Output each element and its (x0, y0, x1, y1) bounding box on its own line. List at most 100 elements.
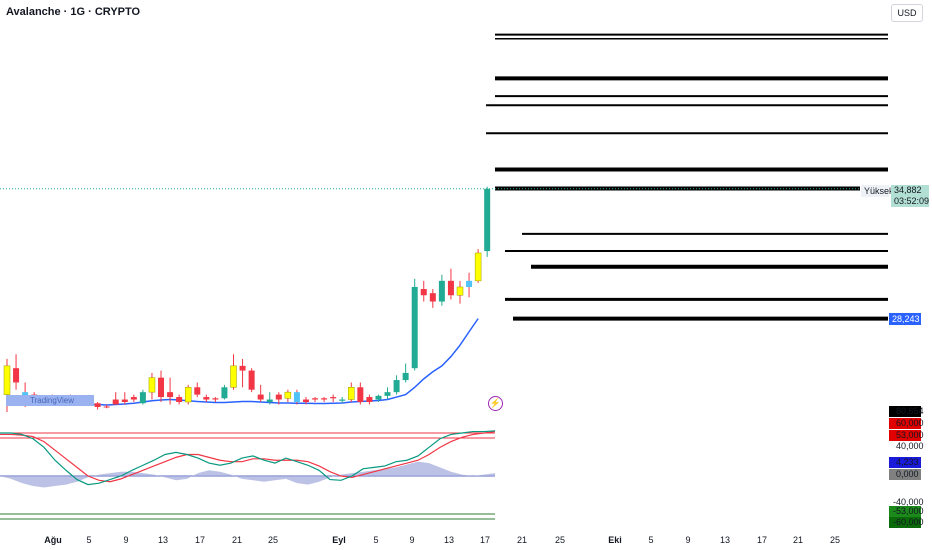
osc-tick-label: 4,233 (896, 457, 919, 467)
osc-tick-label: 0,000 (896, 469, 919, 479)
candle (184, 384, 192, 405)
candle (366, 394, 373, 405)
candle-body (357, 387, 364, 402)
candle (456, 280, 464, 304)
candle-body (239, 365, 246, 371)
lightning-icon[interactable]: ⚡ (488, 396, 503, 411)
time-tick-label: 25 (830, 535, 840, 545)
candle-body (402, 372, 409, 381)
horizontal-levels (486, 33, 888, 321)
candle (221, 384, 228, 400)
candle-body (194, 387, 201, 395)
candle (393, 375, 400, 395)
time-tick-label: 5 (648, 535, 653, 545)
candle (94, 402, 101, 410)
candle-body (22, 392, 29, 398)
time-tick-label: 25 (555, 535, 565, 545)
osc-k-line (0, 430, 496, 486)
candle-body (212, 398, 219, 400)
candle (112, 392, 119, 405)
candle-body (466, 280, 473, 287)
candle (203, 394, 210, 402)
time-tick-label: 21 (517, 535, 527, 545)
time-tick-label: 9 (685, 535, 690, 545)
candle (284, 389, 292, 402)
candle (194, 382, 201, 398)
candle-body (112, 399, 119, 405)
candle-body (94, 403, 101, 407)
candle (13, 354, 20, 390)
osc-tick-label: -60,000 (893, 517, 924, 527)
candle (420, 280, 427, 302)
candle (384, 387, 391, 400)
candle-body (366, 397, 373, 402)
candle (167, 377, 174, 405)
currency-button[interactable]: USD (891, 4, 923, 22)
candle-body (474, 252, 482, 282)
osc-tick-label: 60,000 (896, 418, 924, 428)
candle-body (257, 394, 264, 400)
time-tick-label: 13 (158, 535, 168, 545)
time-tick-label: 17 (757, 535, 767, 545)
candle (302, 397, 309, 405)
candle (103, 404, 110, 409)
candle (230, 354, 237, 390)
candle (139, 389, 146, 405)
candle-body (13, 368, 20, 383)
osc-tick-box (889, 517, 921, 528)
candle-body (438, 280, 445, 302)
candle (158, 370, 165, 402)
time-tick-label: 9 (409, 535, 414, 545)
time-tick-label: 21 (232, 535, 242, 545)
osc-tick-box (889, 457, 921, 468)
candle (411, 278, 418, 371)
osc-histogram (0, 461, 495, 488)
candle (176, 394, 183, 405)
candle (429, 289, 436, 308)
candle-body (275, 394, 282, 400)
candle-body (167, 392, 174, 398)
oscillator-pane (0, 430, 496, 520)
time-tick-label: 5 (86, 535, 91, 545)
candle-body (321, 398, 328, 400)
candle-body (456, 286, 464, 296)
price-tag-label: 28,243 (892, 314, 920, 324)
price-tag-box (891, 196, 929, 207)
candle-body (3, 365, 11, 395)
candle (474, 249, 482, 283)
candle-body (139, 392, 146, 404)
osc-tick-box (889, 469, 921, 480)
time-tick-label: 25 (268, 535, 278, 545)
candle (293, 389, 300, 405)
candle-body (230, 365, 237, 388)
candle (438, 274, 445, 306)
candle-body (130, 397, 137, 400)
candle-body (330, 397, 337, 399)
candle (121, 392, 128, 405)
osc-d-line (0, 430, 496, 483)
candle (148, 372, 156, 400)
time-tick-label: Eki (608, 535, 622, 545)
candle-body (420, 289, 427, 296)
price-tag-box (889, 313, 921, 325)
candle-body (266, 399, 273, 402)
candle-body (312, 398, 319, 400)
candle-body (248, 370, 255, 390)
candle (375, 394, 382, 402)
time-tick-label: 9 (123, 535, 128, 545)
candle-body (393, 380, 400, 393)
time-tick-label: 13 (720, 535, 730, 545)
candle-body (384, 392, 391, 396)
candles (3, 186, 491, 413)
price-tag-box (861, 185, 889, 197)
time-tick-label: Ağu (44, 535, 62, 545)
candle-body (284, 391, 292, 399)
tradingview-logo: TradingView (6, 395, 94, 406)
candle (130, 394, 137, 402)
candle (257, 384, 264, 402)
price-tag-label: 34,882 (894, 185, 922, 195)
osc-tick-label: -40,000 (893, 497, 924, 507)
price-tag-label: Yüksek (864, 186, 894, 196)
